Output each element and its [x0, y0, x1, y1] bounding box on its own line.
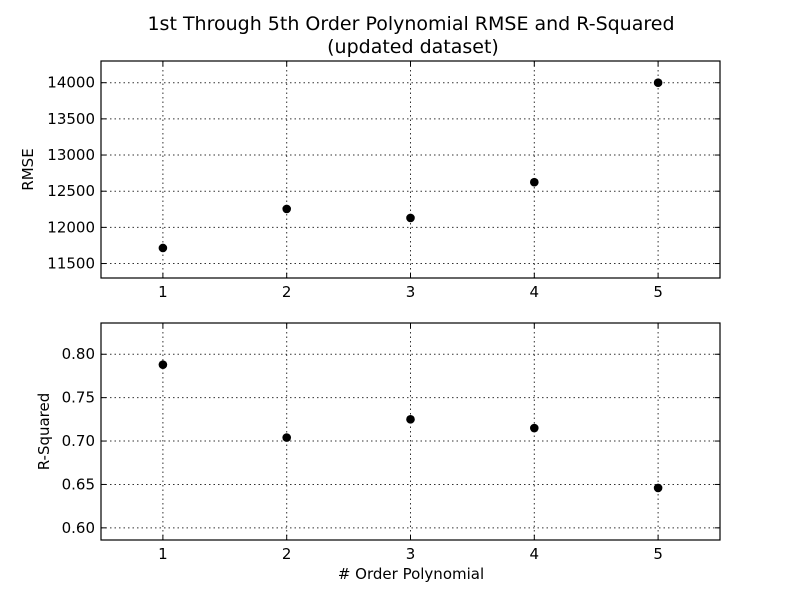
chart-subtitle: (updated dataset) [327, 36, 499, 58]
y-tick-label: 0.80 [62, 345, 95, 363]
data-point [406, 213, 415, 223]
rmse-axis-label: RMSE [19, 148, 37, 190]
y-tick-label: 0.75 [62, 389, 95, 407]
x-tick-label: 2 [282, 283, 292, 301]
x-tick-label: 3 [406, 283, 416, 301]
r-squared-panel: 1 2 3 4 5 0.60 0.65 0.70 0.75 0.80 R-Squared [35, 322, 721, 563]
y-tick-label: 0.70 [62, 432, 95, 450]
x-tick-label: 4 [530, 545, 540, 563]
chart-title: 1st Through 5th Order Polynomial RMSE an… [147, 13, 674, 35]
data-point [158, 360, 168, 369]
r-squared-axis-label: R-Squared [35, 393, 53, 471]
y-tick-label: 12000 [47, 218, 95, 236]
x-tick-label: 3 [406, 545, 416, 563]
data-point [653, 483, 663, 493]
x-tick-label: 2 [282, 545, 292, 563]
data-point [530, 177, 539, 187]
data-point [530, 423, 539, 433]
data-point [406, 415, 415, 424]
data-point [282, 433, 292, 442]
x-tick-label: 4 [530, 283, 540, 301]
x-tick-label: 1 [158, 283, 168, 301]
y-tick-label: 12500 [47, 182, 95, 200]
x-tick-label: 1 [158, 545, 168, 563]
y-tick-label: 13500 [47, 110, 95, 128]
y-tick-label: 0.65 [62, 475, 95, 493]
y-tick-label: 13000 [47, 146, 95, 164]
y-tick-label: 11500 [47, 255, 95, 273]
x-tick-label: 5 [653, 545, 663, 563]
rmse-panel: 1 2 3 4 5 11500 12000 12500 13000 13500 14000 RMSE [19, 60, 721, 301]
y-tick-label: 0.60 [62, 519, 95, 537]
data-point [282, 204, 292, 214]
x-axis-label: # Order Polynomial [338, 565, 484, 583]
x-tick-label: 5 [653, 283, 663, 301]
data-point [653, 78, 663, 87]
data-point [158, 243, 168, 253]
y-tick-label: 14000 [47, 74, 95, 92]
